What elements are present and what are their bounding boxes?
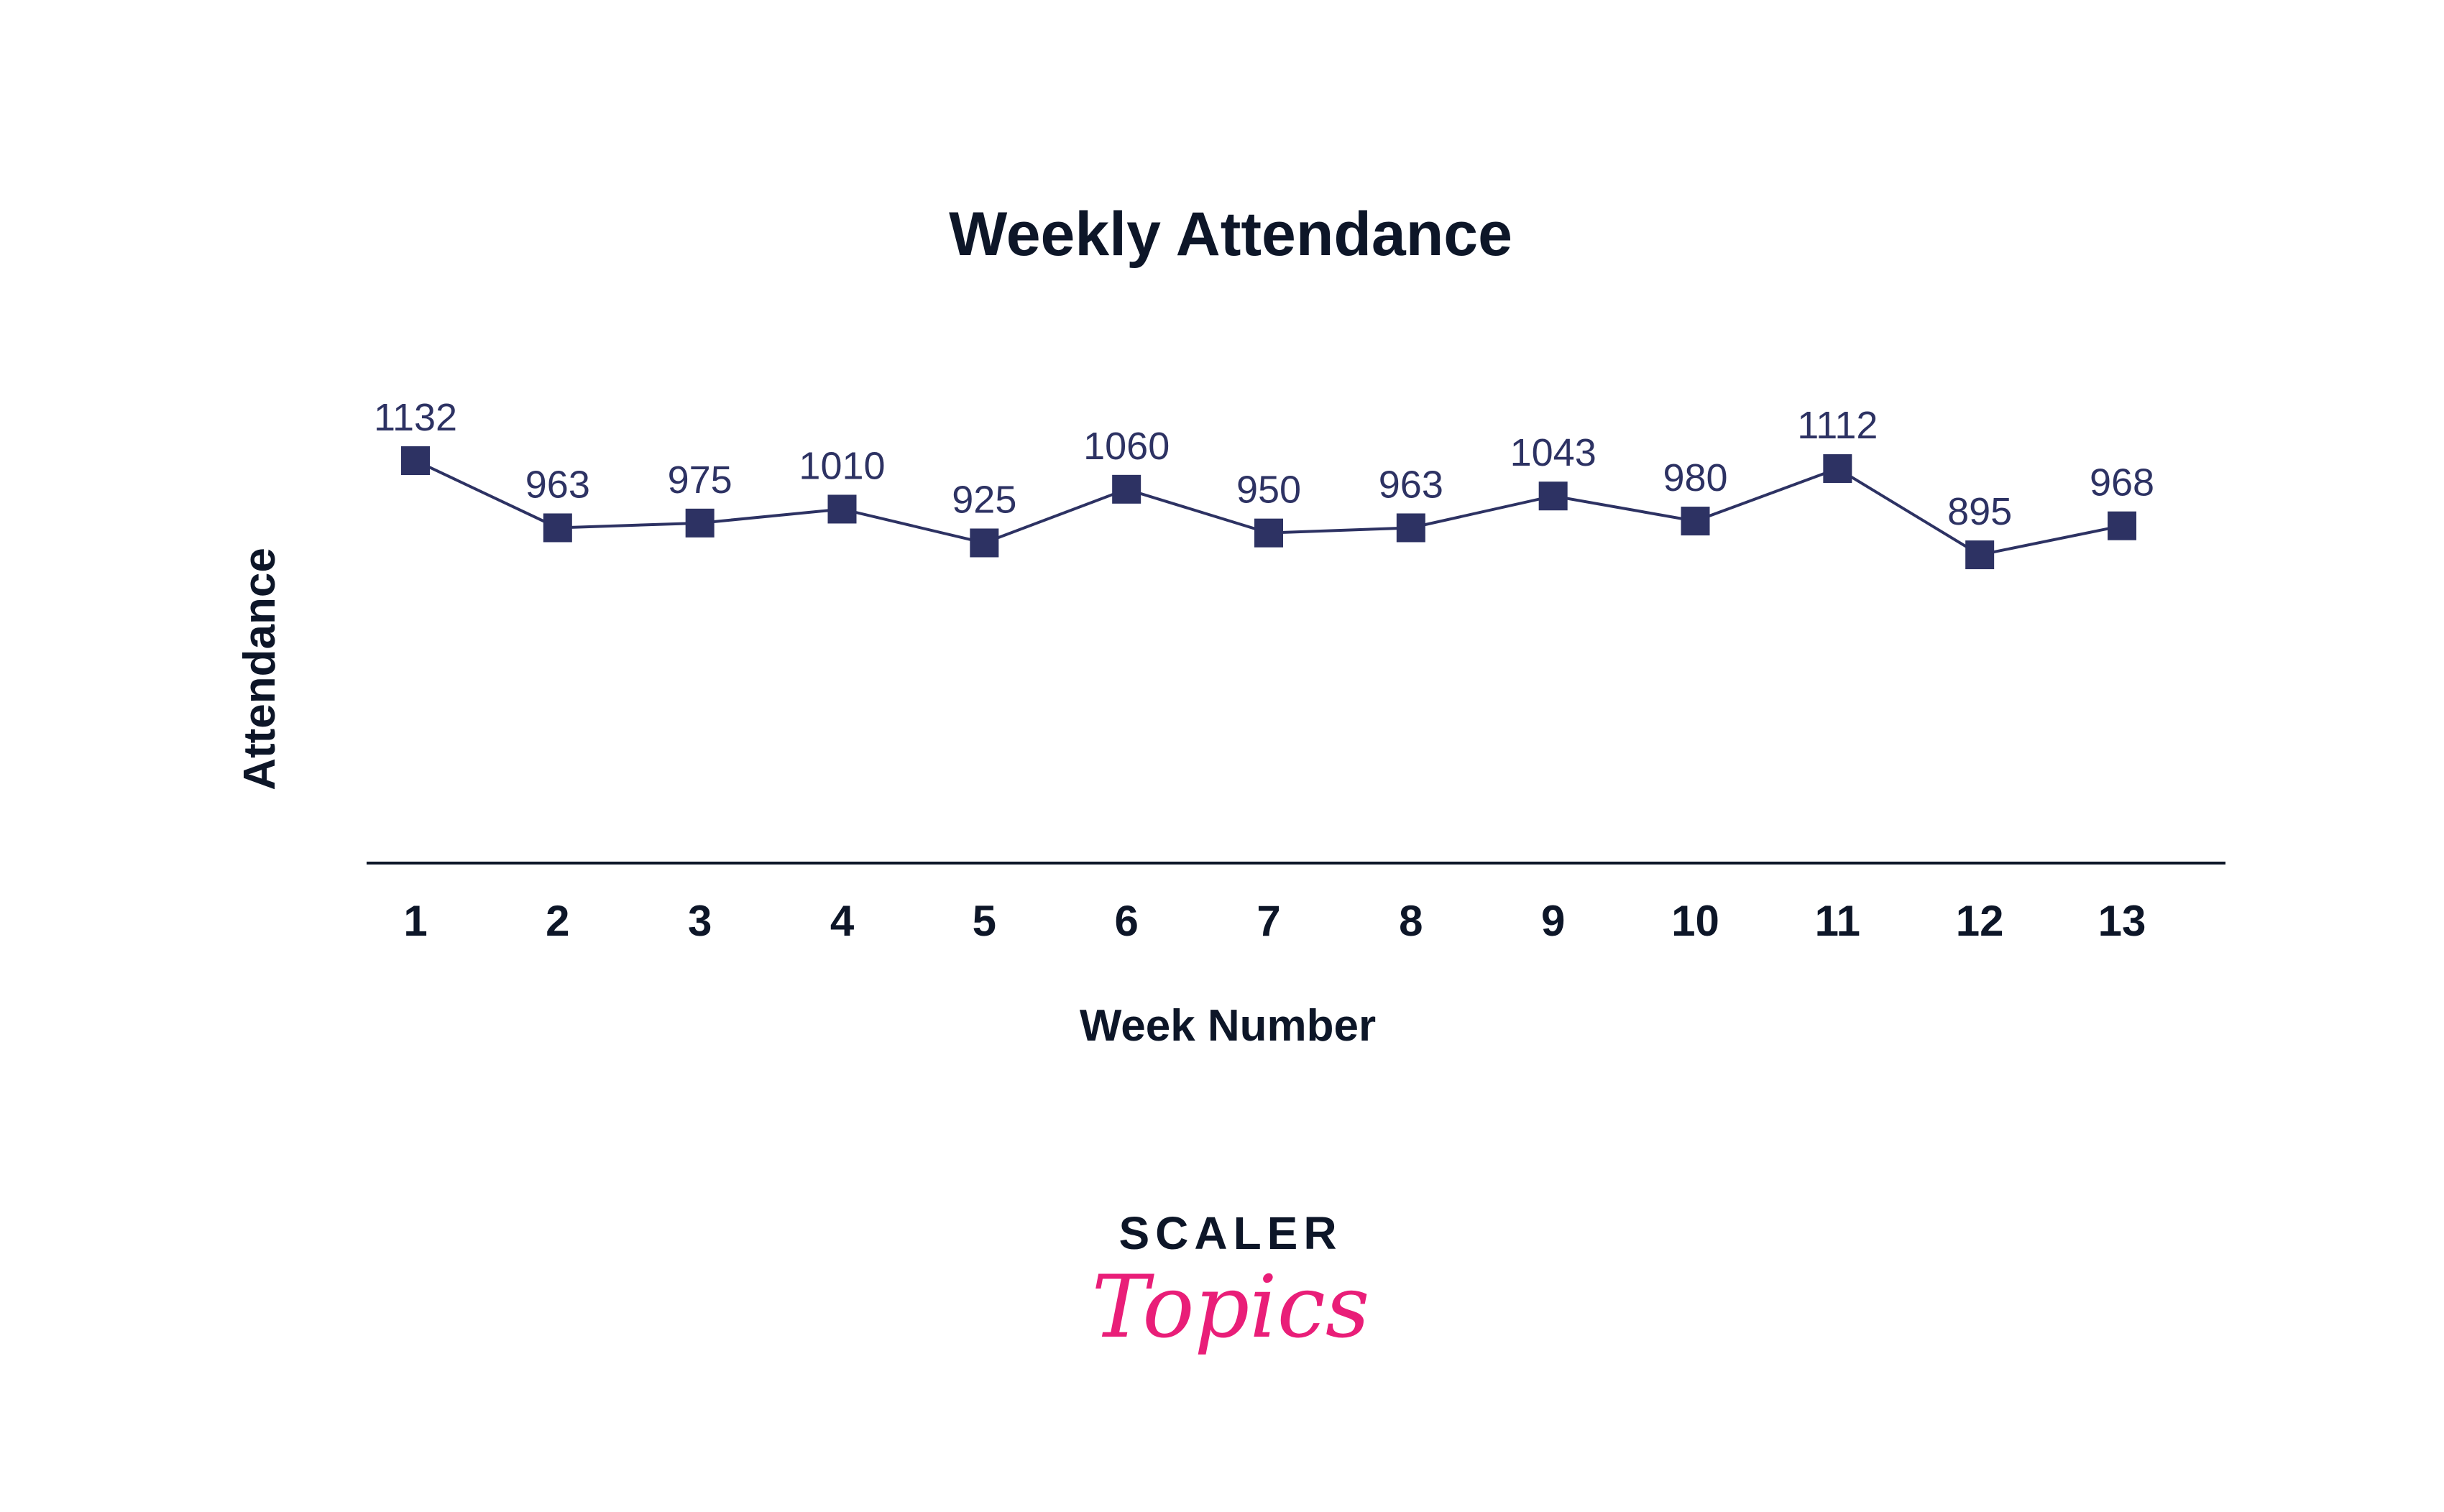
data-label: 1043 — [1510, 431, 1597, 474]
x-tick-label: 12 — [1956, 897, 2004, 945]
data-point-marker — [970, 528, 999, 558]
data-point-marker — [1681, 507, 1710, 536]
x-tick-label: 7 — [1257, 897, 1280, 945]
x-tick-label: 11 — [1815, 897, 1860, 945]
x-tick-label: 13 — [2098, 897, 2146, 945]
x-tick-label: 9 — [1541, 897, 1565, 945]
data-point-marker — [2108, 511, 2136, 540]
data-label: 1060 — [1083, 425, 1170, 468]
data-point-marker — [1823, 454, 1852, 484]
x-tick-label: 10 — [1671, 897, 1719, 945]
data-label: 895 — [1947, 490, 2012, 533]
logo-scaler-text: SCALER — [1118, 1207, 1342, 1259]
x-tick-label: 5 — [973, 897, 996, 945]
x-tick-label: 4 — [830, 897, 855, 945]
data-label: 1010 — [799, 444, 885, 487]
data-point-marker — [1965, 540, 1995, 570]
logo-topics-text: Topics — [1092, 1258, 1370, 1357]
x-tick-label: 1 — [403, 897, 427, 945]
chart-title: Weekly Attendance — [949, 200, 1512, 269]
y-axis-label: Attendance — [235, 548, 285, 790]
data-label: 975 — [668, 458, 732, 502]
data-point-marker — [1254, 518, 1283, 548]
data-label: 980 — [1663, 456, 1727, 499]
data-point-marker — [685, 508, 715, 538]
data-label: 925 — [952, 478, 1016, 521]
data-label: 968 — [2090, 461, 2154, 504]
data-point-marker — [1396, 513, 1425, 543]
data-label: 963 — [1379, 463, 1443, 506]
x-tick-label: 2 — [546, 897, 569, 945]
data-point-marker — [401, 446, 430, 475]
x-tick-label: 3 — [688, 897, 712, 945]
scaler-topics-logo: SCALER Topics — [1092, 1207, 1370, 1357]
data-point-marker — [1112, 474, 1141, 504]
data-point-marker — [543, 513, 572, 543]
data-point-marker — [1538, 481, 1568, 511]
x-axis-label: Week Number — [1080, 1001, 1376, 1051]
data-label: 950 — [1236, 469, 1301, 512]
x-tick-label: 8 — [1399, 897, 1423, 945]
data-label: 1132 — [374, 396, 457, 439]
data-label: 1112 — [1797, 404, 1878, 447]
data-point-marker — [827, 494, 857, 524]
data-label: 963 — [525, 463, 590, 506]
x-tick-label: 6 — [1114, 897, 1138, 945]
